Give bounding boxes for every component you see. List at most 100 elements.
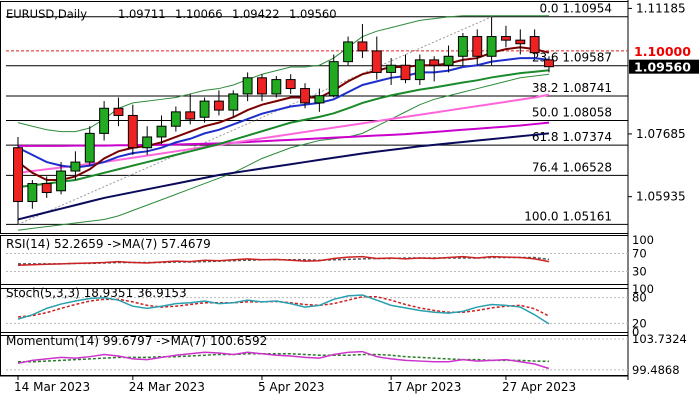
- current-price-label: 1.09560: [634, 60, 691, 75]
- candle: [271, 76, 282, 98]
- header-high: 1.10066: [175, 7, 223, 21]
- candle-body: [429, 59, 440, 66]
- overlay-ma-fast: [17, 46, 550, 182]
- candle: [213, 90, 224, 116]
- header-low: 1.09422: [232, 7, 280, 21]
- candle-body: [127, 114, 138, 149]
- marked-level-box: 1.10000: [629, 43, 699, 59]
- fib-label: 76.4 1.06528: [532, 160, 612, 174]
- marked-level-bg: [629, 43, 699, 58]
- current-price-bg: [629, 59, 699, 74]
- candle: [414, 54, 425, 85]
- candle: [443, 45, 454, 73]
- overlay-ma-slow: [17, 69, 550, 189]
- candle-body: [472, 36, 483, 57]
- panel-label: RSI(14) 52.2659 ->MA(7) 57.4679: [6, 237, 211, 251]
- candle: [300, 83, 310, 109]
- header-close: 1.09560: [289, 7, 337, 21]
- panel-label: Momentum(14) 99.6797 ->MA(7) 100.6592: [6, 334, 267, 348]
- candle-body: [500, 36, 511, 41]
- x-tick-label: 17 Apr 2023: [387, 380, 461, 394]
- candle-body: [170, 111, 181, 127]
- candle: [56, 162, 67, 195]
- candle-body: [529, 36, 540, 54]
- candle: [84, 126, 95, 166]
- price-tick-label: 1.11185: [636, 1, 686, 15]
- candle: [170, 106, 181, 132]
- candle: [343, 36, 354, 66]
- fib-label: 61.8 1.07374: [532, 130, 612, 144]
- overlay-ma-magenta: [18, 121, 550, 147]
- candle: [314, 88, 325, 112]
- candle-body: [357, 41, 368, 52]
- panel-tick-label: 80: [632, 291, 647, 305]
- candle-body: [156, 125, 167, 138]
- candle: [199, 97, 210, 123]
- candle-body: [443, 55, 454, 66]
- fib-label: 23.6 1.09587: [532, 51, 612, 65]
- panel-momentum: 103.7324 99.4868 Momentum(14) 99.6797 ->MA…: [0, 332, 687, 377]
- price-tick-label: 1.07685: [636, 127, 686, 141]
- candle: [285, 74, 296, 94]
- candle-body: [371, 50, 382, 73]
- marked-level-label: 1.10000: [634, 44, 691, 59]
- candle-body: [328, 61, 339, 97]
- candle: [127, 104, 138, 155]
- candle-body: [56, 170, 67, 192]
- panel-tick-label: 100: [632, 233, 654, 247]
- candle: [429, 56, 440, 82]
- candle-body: [400, 64, 411, 81]
- candle: [386, 58, 397, 85]
- candle-body: [84, 132, 95, 163]
- candle: [185, 93, 196, 125]
- candle: [156, 115, 167, 145]
- candle-body: [314, 95, 325, 104]
- panel-tick-label: 99.4868: [632, 363, 680, 377]
- candle: [515, 29, 526, 55]
- panel-line: [17, 255, 550, 266]
- candle: [544, 56, 554, 73]
- panel-frame: [0, 284, 629, 336]
- candle-body: [486, 36, 497, 57]
- candle-body: [113, 107, 124, 116]
- overlay-text: EURUSD,Daily 1.09711 1.10066 1.09422 1.0…: [6, 7, 337, 21]
- candle: [357, 24, 368, 59]
- candle-body: [213, 100, 224, 111]
- candle-body: [70, 161, 81, 172]
- candle-body: [185, 111, 196, 120]
- x-axis: 14 Mar 2023 24 Mar 2023 5 Apr 2023 17 Apr 2…: [0, 375, 628, 394]
- panel-tick-label: 103.7324: [632, 332, 687, 346]
- candle: [500, 25, 511, 48]
- candle: [400, 54, 411, 84]
- panel-tick-label: 70: [632, 247, 647, 261]
- candle: [371, 36, 382, 80]
- candle-body: [343, 41, 354, 63]
- header-symbol: EURUSD,Daily: [6, 7, 87, 21]
- candle: [142, 126, 153, 155]
- overlay-ma-navy: [17, 132, 550, 221]
- panel-line: [17, 294, 550, 325]
- candle-body: [285, 79, 296, 90]
- candle: [99, 101, 110, 141]
- candle: [242, 72, 253, 102]
- overlay-bb-lower: [17, 73, 550, 231]
- overlay-ma-pink: [17, 93, 550, 174]
- x-tick-label: 14 Mar 2023: [14, 380, 90, 394]
- x-tick-label: 27 Apr 2023: [502, 380, 576, 394]
- candle-body: [515, 39, 526, 45]
- fib-label: 50.0 1.08058: [532, 106, 612, 120]
- price-tick-label: 1.05935: [636, 190, 686, 204]
- panel-label: Stoch(5,3,3) 18.9351 36.9153: [6, 286, 187, 300]
- candle: [41, 176, 52, 198]
- candle: [529, 29, 540, 59]
- panel-line: [17, 295, 550, 318]
- panel-tick-label: 20: [632, 316, 647, 330]
- candle-body: [414, 59, 425, 81]
- candle: [457, 32, 468, 66]
- candle-body: [13, 147, 23, 203]
- candle: [113, 97, 124, 127]
- candle-body: [199, 100, 210, 118]
